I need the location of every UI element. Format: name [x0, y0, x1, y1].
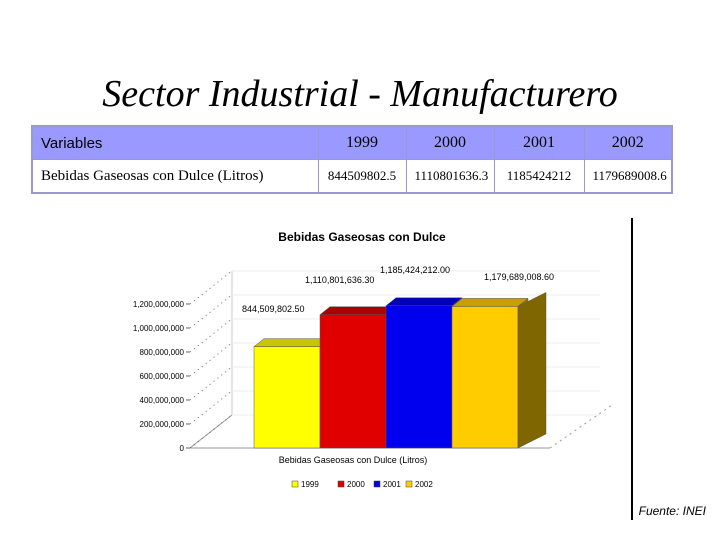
legend-label-1999: 1999 — [301, 480, 319, 489]
bar-top-2001 — [385, 297, 463, 306]
bar-depth-2002 — [517, 292, 547, 449]
y-tick-label: 200,000,000 — [140, 420, 185, 429]
legend-swatch-2000 — [337, 480, 345, 488]
cell-1999: 844509802.5 — [317, 159, 407, 194]
floor-edge-left — [189, 414, 233, 449]
bar-2000 — [319, 314, 387, 449]
header-cell-variables: Variables — [31, 125, 319, 160]
gridline — [189, 390, 233, 425]
gridline — [189, 270, 233, 305]
y-tick-label: 800,000,000 — [140, 348, 185, 357]
gridline — [189, 318, 233, 353]
divider-line — [631, 218, 633, 520]
bar-top-1999 — [253, 338, 331, 347]
header-cell-1999: 1999 — [317, 125, 407, 160]
chart-title: Bebidas Gaseosas con Dulce — [278, 230, 446, 244]
gridline — [189, 342, 233, 377]
cell-2002: 1179689008.6 — [583, 159, 673, 194]
gridline — [189, 294, 233, 329]
bar-1999 — [253, 346, 321, 449]
legend-swatch-2002 — [405, 480, 413, 488]
y-tick-label: 400,000,000 — [140, 396, 185, 405]
header-cell-2002: 2002 — [583, 125, 673, 160]
y-tick-label: 600,000,000 — [140, 372, 185, 381]
gridline — [189, 366, 233, 401]
header-cell-2000: 2000 — [405, 125, 495, 160]
source-note: Fuente: INEI — [638, 504, 706, 518]
y-tick-label: 1,000,000,000 — [133, 324, 185, 333]
table-row: Bebidas Gaseosas con Dulce (Litros) 8445… — [31, 159, 673, 194]
legend-label-2001: 2001 — [383, 480, 401, 489]
legend-label-2000: 2000 — [347, 480, 365, 489]
floor-edge-right — [549, 404, 613, 449]
y-tick-label: 1,200,000,000 — [133, 300, 185, 309]
data-label-2002: 1,179,689,008.60 — [484, 272, 554, 282]
row-label: Bebidas Gaseosas con Dulce (Litros) — [31, 159, 319, 194]
legend-swatch-1999 — [291, 480, 299, 488]
data-label-2001: 1,185,424,212.00 — [380, 265, 450, 275]
header-cell-2001: 2001 — [493, 125, 585, 160]
legend-label-2002: 2002 — [415, 480, 433, 489]
y-tick-label: 0 — [180, 444, 185, 453]
bar-top-2000 — [319, 306, 397, 315]
bar-2002 — [451, 306, 519, 449]
legend-swatch-2001 — [373, 480, 381, 488]
data-label-2000: 1,110,801,636.30 — [305, 275, 374, 285]
cell-2001: 1185424212 — [493, 159, 585, 194]
data-label-1999: 844,509,802.50 — [242, 304, 305, 314]
table-header-row: Variables 1999 2000 2001 2002 — [31, 125, 673, 160]
bar-top-2002 — [451, 298, 529, 307]
slide-title: Sector Industrial - Manufacturero — [102, 73, 618, 115]
cell-2000: 1110801636.3 — [405, 159, 495, 194]
bar-2001 — [385, 305, 453, 449]
x-category-label: Bebidas Gaseosas con Dulce (Litros) — [279, 455, 428, 465]
data-table: Variables 1999 2000 2001 2002 Bebidas Ga… — [31, 125, 673, 194]
chart-svg: Bebidas Gaseosas con Dulce 0 200,000,000 40… — [133, 230, 613, 489]
bar-chart: Bebidas Gaseosas con Dulce 0 200,000,000 40… — [100, 220, 640, 510]
